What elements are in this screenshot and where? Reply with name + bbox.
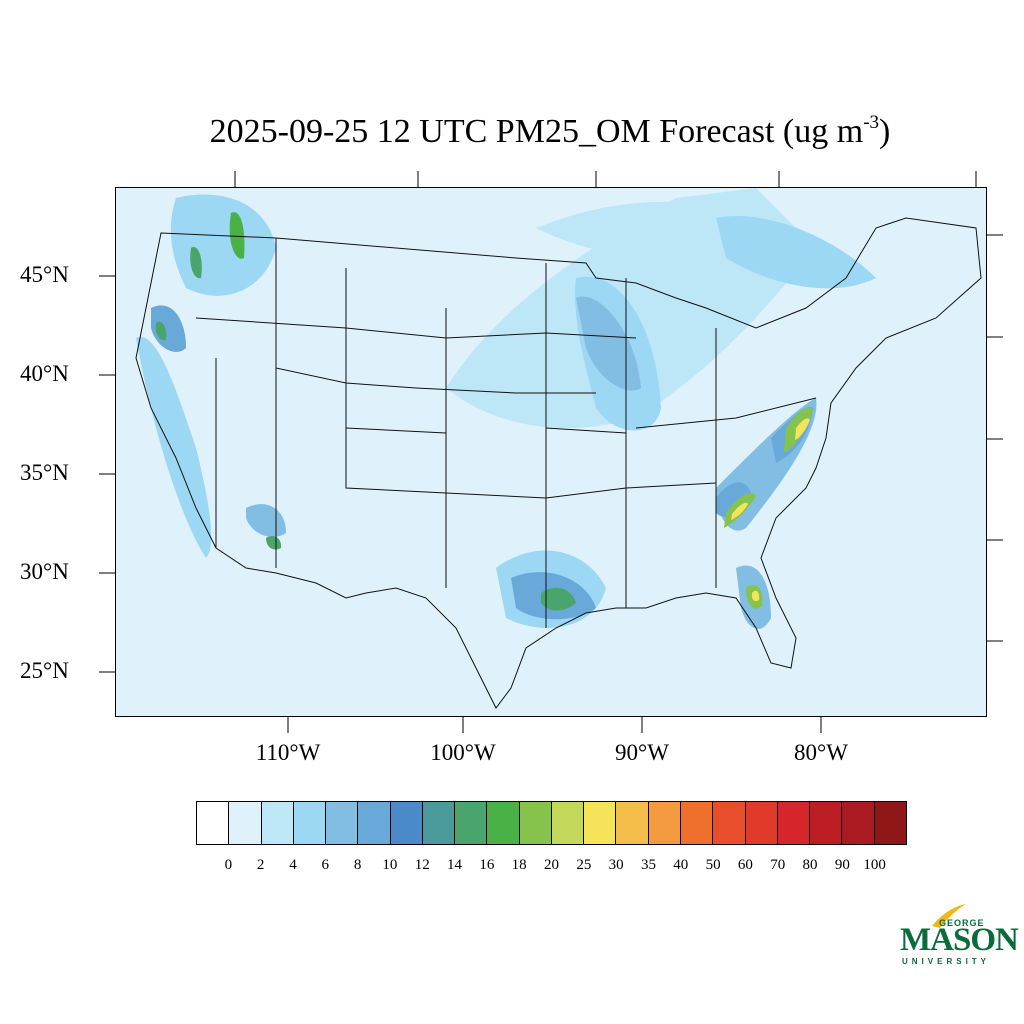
- colorbar-label: 14: [447, 857, 463, 873]
- colorbar-label: 4: [289, 857, 297, 873]
- colorbar-swatch: [229, 802, 262, 844]
- colorbar-label: 90: [834, 857, 850, 873]
- great-lakes-region: [576, 296, 641, 391]
- colorbar: [196, 801, 907, 845]
- colorbar-swatch: [584, 802, 617, 844]
- lat-label-45: 45°N: [20, 262, 69, 287]
- lat-label-25: 25°N: [20, 658, 69, 683]
- colorbar-swatch: [455, 802, 488, 844]
- logo-swoosh-icon: [932, 904, 966, 928]
- colorbar-swatch: [326, 802, 359, 844]
- colorbar-swatch: [842, 802, 875, 844]
- colorbar-label: 12: [414, 857, 430, 873]
- colorbar-label: 6: [321, 857, 330, 873]
- colorbar-label: 60: [737, 857, 753, 873]
- colorbar-label: 16: [479, 857, 495, 873]
- map-title: 2025-09-25 12 UTC PM25_OM Forecast (ug m…: [0, 112, 1024, 151]
- colorbar-label: 35: [640, 857, 656, 873]
- colorbar-swatch: [197, 802, 230, 844]
- concentration-field: [135, 188, 982, 709]
- lat-label-40: 40°N: [20, 361, 69, 386]
- colorbar-label: 2: [256, 857, 265, 873]
- hotspot-layer: [155, 212, 813, 611]
- virginia-core: [795, 418, 810, 440]
- logo-mason: MASON: [900, 922, 1019, 958]
- pacific-northwest: [170, 194, 276, 296]
- lat-label-30: 30°N: [20, 559, 69, 584]
- colorbar-label: 0: [224, 857, 233, 873]
- colorbar-swatch: [422, 802, 456, 844]
- colorbar-swatch: [390, 802, 423, 844]
- state-lines-4: [195, 317, 637, 568]
- state-lines-3: [445, 263, 717, 628]
- oregon-hotspot: [155, 321, 167, 341]
- state-lines-1: [275, 238, 596, 394]
- carolina-core: [731, 502, 748, 520]
- us-outline: [135, 217, 982, 709]
- colorbar-label: 70: [770, 857, 786, 873]
- idaho-hotspot: [229, 212, 245, 259]
- northeast-canada: [716, 216, 876, 289]
- colorbar-swatch: [648, 802, 681, 844]
- shading-layer: [136, 188, 876, 629]
- colorbar-label: 10: [382, 857, 398, 873]
- louisiana-hotspot: [541, 587, 576, 611]
- lon-label-80: 80°W: [794, 740, 848, 765]
- colorbar-label: 100: [863, 857, 886, 873]
- colorbar-swatch: [874, 802, 906, 844]
- state-lines-5: [345, 397, 817, 434]
- colorbar-swatch: [487, 802, 520, 844]
- gmu-logo: GEORGE MASON UNIVERSITY: [898, 900, 1019, 970]
- colorbar-swatch: [777, 802, 811, 844]
- colorbar-swatch: [713, 802, 746, 844]
- title-text: 2025-09-25 12 UTC PM25_OM Forecast (ug m: [209, 113, 864, 150]
- washington-hotspot: [190, 247, 202, 279]
- colorbar-swatch: [519, 802, 552, 844]
- arizona-hotspot: [266, 536, 282, 550]
- logo-university: UNIVERSITY: [902, 957, 991, 966]
- lon-label-100: 100°W: [430, 740, 496, 765]
- lon-label-90: 90°W: [615, 740, 669, 765]
- colorbar-swatch: [810, 802, 843, 844]
- colorbar-label: 25: [576, 857, 592, 873]
- colorbar-swatch: [745, 802, 778, 844]
- colorbar-swatch: [261, 802, 294, 844]
- colorbar-label: 80: [802, 857, 818, 873]
- colorbar-label: 40: [673, 857, 689, 873]
- arizona-spot: [246, 504, 286, 538]
- colorbar-label: 18: [511, 857, 527, 873]
- florida-core: [751, 590, 760, 602]
- colorbar-label: 8: [353, 857, 362, 873]
- colorbar-label: 20: [544, 857, 559, 873]
- map-panel[interactable]: [115, 187, 987, 717]
- oregon-fire: [151, 305, 186, 352]
- colorbar-swatch: [293, 802, 327, 844]
- colorbar-swatch: [616, 802, 649, 844]
- colorbar-label: 50: [705, 857, 721, 873]
- logo-george: GEORGE: [939, 918, 985, 928]
- canada-band: [536, 201, 736, 259]
- state-lines-2: [345, 268, 717, 499]
- colorbar-label: 30: [608, 857, 624, 873]
- lat-label-35: 35°N: [20, 460, 69, 485]
- california-coast: [136, 336, 212, 558]
- boundary-layer: [135, 217, 982, 709]
- colorbar-swatch: [680, 802, 714, 844]
- title-suffix: ): [879, 113, 891, 150]
- lon-label-110: 110°W: [255, 740, 321, 765]
- title-superscript: -3: [863, 112, 880, 133]
- colorbar-swatch: [551, 802, 585, 844]
- colorbar-swatch: [358, 802, 391, 844]
